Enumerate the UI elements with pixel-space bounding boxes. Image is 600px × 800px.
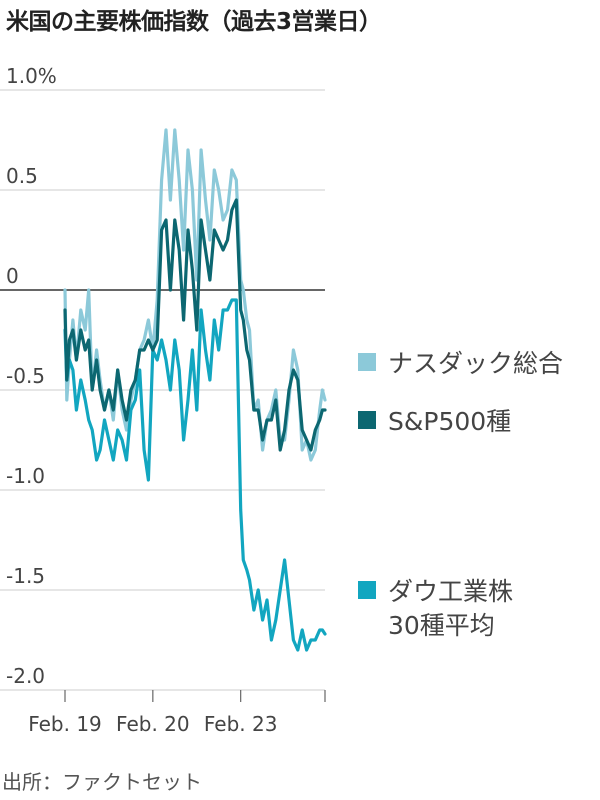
line-chart: 1.0% 0.5 0 -0.5 -1.0 -1.5 -2.0 Feb. 19 Feb. 20 Fe… <box>0 64 327 736</box>
legend-label-sp500: S&P500種 <box>388 407 512 436</box>
tick-layer: 1.0% 0.5 0 -0.5 -1.0 -1.5 -2.0 Feb. 19 Feb. 20 Fe… <box>6 64 326 736</box>
series-line-sp500 <box>63 198 327 452</box>
x-tick-label: Feb. 23 <box>204 712 278 736</box>
series-layer <box>63 128 327 652</box>
y-tick-label: -1.5 <box>6 564 45 588</box>
legend-label-dow: ダウ工業株 30種平均 <box>388 577 514 640</box>
y-tick-label: -1.0 <box>6 464 45 488</box>
legend-swatch-nasdaq <box>358 353 376 371</box>
series-line-dow <box>63 298 327 652</box>
x-tick-label: Feb. 20 <box>116 712 190 736</box>
legend-item-nasdaq: ナスダック総合 <box>358 347 563 381</box>
x-tick-label: Feb. 19 <box>28 712 102 736</box>
y-tick-label: -0.5 <box>6 364 45 388</box>
y-tick-label: 1.0% <box>6 64 57 88</box>
legend-item-dow: ダウ工業株 30種平均 <box>358 575 513 643</box>
legend-swatch-sp500 <box>358 411 376 429</box>
source-note: 出所：ファクトセット <box>2 770 202 794</box>
legend-swatch-dow <box>358 581 376 599</box>
chart-title: 米国の主要株価指数（過去3営業日） <box>6 9 382 35</box>
y-tick-label: -2.0 <box>6 664 45 688</box>
y-tick-label: 0.5 <box>6 164 38 188</box>
y-tick-label: 0 <box>6 264 19 288</box>
legend-item-sp500: S&P500種 <box>358 405 511 439</box>
legend-label-nasdaq: ナスダック総合 <box>388 349 564 378</box>
